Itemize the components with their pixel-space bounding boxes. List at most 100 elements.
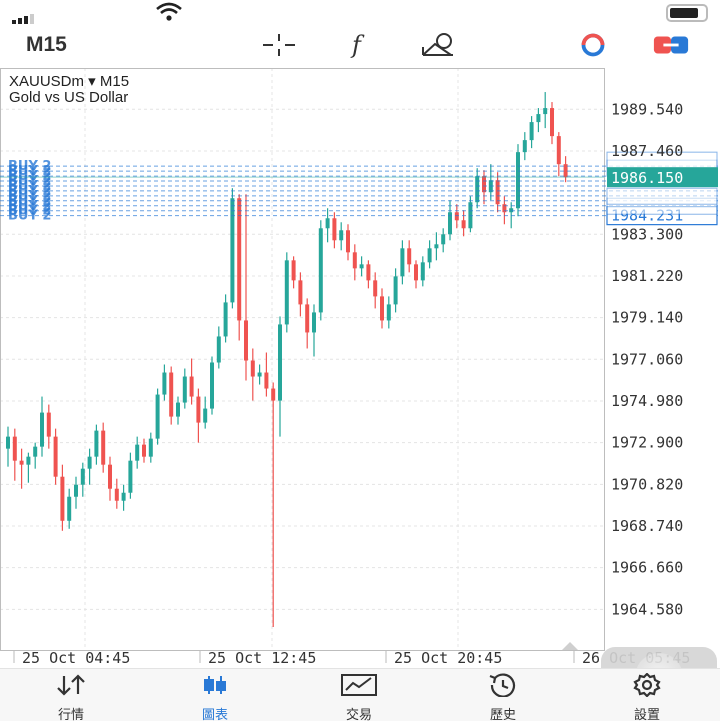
settings-icon (633, 672, 661, 698)
price-tick-label: 1977.060 (611, 350, 683, 368)
candle-body (448, 212, 452, 235)
candle-body (135, 444, 140, 461)
candle-body (284, 260, 289, 325)
price-tick-label: 1972.900 (611, 434, 683, 452)
order-label[interactable]: BUY 2 (8, 209, 51, 224)
order-label[interactable]: BUY 2 (8, 169, 51, 184)
price-chart[interactable]: BUY 2 BUY 2 BUY 2 BUY 2 BUY 2 BUY 2 BUY 2 BUY 2… (0, 68, 720, 707)
candle-body (264, 372, 269, 389)
candle-body (196, 396, 201, 423)
price-tick-label: 1966.660 (611, 559, 683, 577)
candle-body (427, 248, 432, 263)
history-icon (489, 673, 516, 698)
candle-body (40, 412, 44, 447)
order-label[interactable]: BUY 2 (8, 159, 51, 174)
price-tick-label: 1989.540 (611, 100, 683, 118)
bottom-tab-bar: 行情 圖表 交易 歷史 設置 (0, 668, 720, 723)
candle-body (6, 436, 10, 449)
tab-label: 設置 (633, 707, 660, 722)
candle-body (230, 198, 235, 303)
candle-body (19, 460, 24, 465)
tab-trade[interactable]: 交易 (314, 673, 404, 723)
order-label[interactable]: BUY 2 (8, 184, 51, 199)
candle-body (346, 230, 350, 253)
timeframe-button[interactable]: M15 (26, 33, 67, 56)
candle-body (162, 372, 167, 395)
battery-icon (666, 4, 708, 22)
candle-body (454, 212, 459, 221)
order-label[interactable]: BUY 2 (8, 204, 51, 219)
candle-body (210, 362, 214, 409)
tab-label: 圖表 (201, 707, 228, 722)
trading-toggle-icon[interactable] (574, 30, 612, 60)
candle-body (108, 464, 112, 489)
candle-body (298, 280, 303, 305)
candle-body (318, 228, 323, 313)
chart-toolbar: M15 f (0, 22, 720, 68)
tab-chart[interactable]: 圖表 (170, 673, 260, 723)
price-tick-label: 1968.740 (611, 517, 683, 535)
order-label[interactable]: BUY 2 (8, 174, 51, 189)
price-tick-label: 1979.140 (611, 309, 683, 327)
order-label[interactable]: BUY 2 (8, 189, 51, 204)
candle-body (407, 248, 412, 265)
candle-body (529, 122, 534, 141)
one-click-trading-icon[interactable] (652, 30, 690, 60)
time-tick-label: 25 Oct 12:45 (208, 649, 316, 667)
price-tick-label: 1983.300 (611, 225, 683, 243)
objects-icon[interactable] (420, 30, 458, 60)
candle-body (414, 264, 418, 281)
chart-icon (204, 676, 226, 694)
candle-body (257, 372, 262, 377)
candle-body (189, 376, 194, 397)
candle-body (250, 360, 255, 377)
candle-body (393, 276, 398, 305)
tab-label: 行情 (57, 707, 84, 722)
candle-body (441, 234, 446, 245)
candle-body (169, 372, 174, 417)
candle-body (33, 446, 38, 457)
candle-body (366, 264, 371, 281)
order-label[interactable]: BUY 2 (8, 194, 51, 209)
tab-label: 歷史 (489, 707, 516, 722)
tab-quotes[interactable]: 行情 (26, 673, 116, 723)
order-label[interactable]: BUY 2 (8, 164, 51, 179)
order-label[interactable]: BUY 2 (8, 179, 51, 194)
price-tick-label: 1964.580 (611, 600, 683, 618)
price-tick-label: 1981.220 (611, 267, 683, 285)
candle-body (176, 402, 180, 417)
indicators-icon[interactable]: f (340, 30, 378, 60)
candle-body (80, 468, 85, 485)
chart-shift-marker[interactable] (562, 642, 578, 650)
candle-body (12, 436, 17, 461)
candle-body (482, 176, 486, 193)
candle-body (386, 304, 391, 321)
order-label[interactable]: BUY 2 (8, 199, 51, 214)
candle-body (128, 460, 133, 493)
svg-text:f: f (350, 31, 365, 59)
tab-history[interactable]: 歷史 (458, 673, 548, 723)
candle-body (155, 394, 160, 439)
tab-settings[interactable]: 設置 (602, 672, 692, 723)
signal-icon (12, 6, 36, 24)
symbol-label[interactable]: XAUUSDm ▾ M15 (9, 73, 130, 90)
candle-body (502, 204, 507, 213)
crosshair-icon[interactable] (260, 30, 298, 60)
candle-body (400, 248, 405, 277)
candle-body (380, 296, 384, 321)
quotes-icon (57, 674, 85, 696)
candle-body (114, 488, 119, 501)
time-tick-label: 25 Oct 20:45 (394, 649, 502, 667)
current-price-label: 1986.150 (611, 169, 683, 187)
symbol-description: Gold vs US Dollar (9, 89, 129, 106)
candle-body (216, 336, 221, 363)
chart-frame (0, 68, 605, 651)
candle-body (543, 108, 548, 115)
time-tick-label: 25 Oct 04:45 (22, 649, 130, 667)
candle-body (461, 220, 466, 229)
candle-body (420, 262, 425, 281)
candle-body (94, 430, 99, 457)
candle-body (101, 430, 106, 465)
price-tick-label: 1970.820 (611, 475, 683, 493)
